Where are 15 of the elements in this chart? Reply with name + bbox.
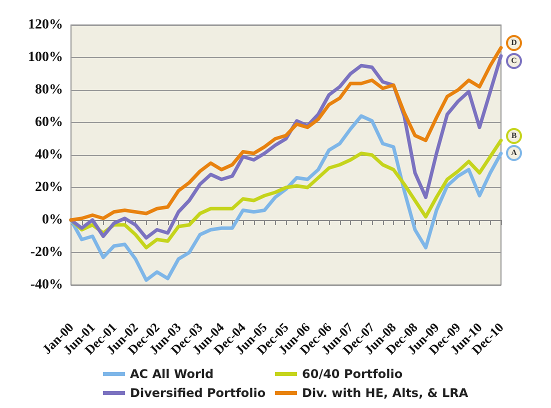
line-series bbox=[69, 138, 503, 250]
y-tick-label: 60% bbox=[35, 115, 63, 130]
y-tick-label: 100% bbox=[28, 50, 63, 65]
y-tick-label: -40% bbox=[30, 278, 63, 292]
y-tick-label: 80% bbox=[35, 82, 63, 98]
legend-label: Div. with HE, Alts, & LRA bbox=[302, 386, 469, 400]
legend-label: AC All World bbox=[130, 367, 214, 381]
legend-label: Diversified Portfolio bbox=[130, 386, 266, 400]
legend-label: 60/40 Portfolio bbox=[302, 367, 403, 381]
y-tick-label: 40% bbox=[35, 148, 63, 162]
y-tick-label: 0% bbox=[42, 212, 63, 228]
line-series bbox=[69, 114, 503, 282]
y-tick-label: -20% bbox=[30, 245, 63, 260]
y-tick-label: 20% bbox=[35, 180, 63, 195]
y-tick-label: 120% bbox=[28, 18, 63, 32]
